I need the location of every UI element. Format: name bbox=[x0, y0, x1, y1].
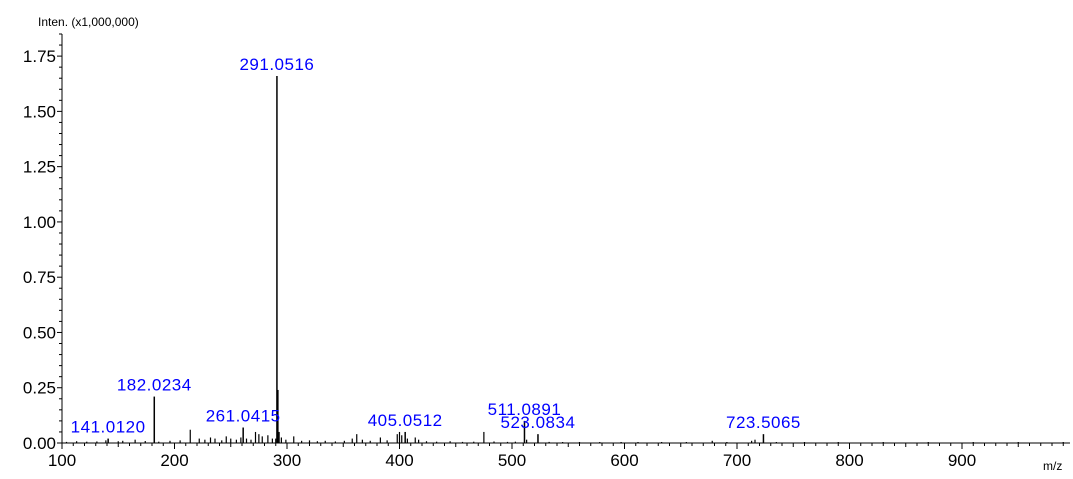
x-tick-label: 700 bbox=[723, 451, 751, 470]
peak-labels: 141.0120 182.0234 261.0415 291.0516 405.0512… bbox=[71, 55, 801, 437]
x-axis-title: m/z bbox=[1043, 459, 1062, 473]
y-tick-label: 0.00 bbox=[23, 434, 56, 453]
y-tick-label: 1.75 bbox=[23, 47, 56, 66]
minor-peaks bbox=[65, 389, 1064, 443]
y-tick-label: 1.25 bbox=[23, 158, 56, 177]
y-axis-title: Inten. (x1,000,000) bbox=[38, 15, 139, 29]
plot-frame bbox=[61, 34, 1070, 444]
labeled-peaks bbox=[107, 76, 765, 443]
peak-label: 141.0120 bbox=[71, 418, 146, 437]
x-axis-ticks: 100 200 300 400 500 600 700 800 900 bbox=[48, 443, 1064, 470]
y-tick-label: 0.75 bbox=[23, 268, 56, 287]
x-tick-label: 200 bbox=[160, 451, 188, 470]
peak-label: 723.5065 bbox=[726, 413, 801, 432]
x-tick-label: 500 bbox=[498, 451, 526, 470]
peak-label: 523.0834 bbox=[501, 413, 576, 432]
x-tick-label: 300 bbox=[273, 451, 301, 470]
y-tick-label: 1.50 bbox=[23, 102, 56, 121]
x-tick-label: 600 bbox=[610, 451, 638, 470]
x-tick-label: 100 bbox=[48, 451, 76, 470]
peak-label: 261.0415 bbox=[206, 407, 281, 426]
y-tick-label: 0.50 bbox=[23, 323, 56, 342]
peak-label: 511.0891 bbox=[488, 400, 562, 419]
x-tick-label: 400 bbox=[385, 451, 413, 470]
y-tick-label: 1.00 bbox=[23, 213, 56, 232]
x-tick-label: 900 bbox=[948, 451, 976, 470]
peak-label: 182.0234 bbox=[117, 376, 192, 395]
peak-label: 291.0516 bbox=[239, 55, 314, 74]
y-tick-label: 0.25 bbox=[23, 379, 56, 398]
x-tick-label: 800 bbox=[835, 451, 863, 470]
peak-label: 405.0512 bbox=[368, 411, 443, 430]
y-axis-ticks: 0.00 0.25 0.50 0.75 1.00 1.25 1.50 1.75 bbox=[23, 33, 62, 453]
